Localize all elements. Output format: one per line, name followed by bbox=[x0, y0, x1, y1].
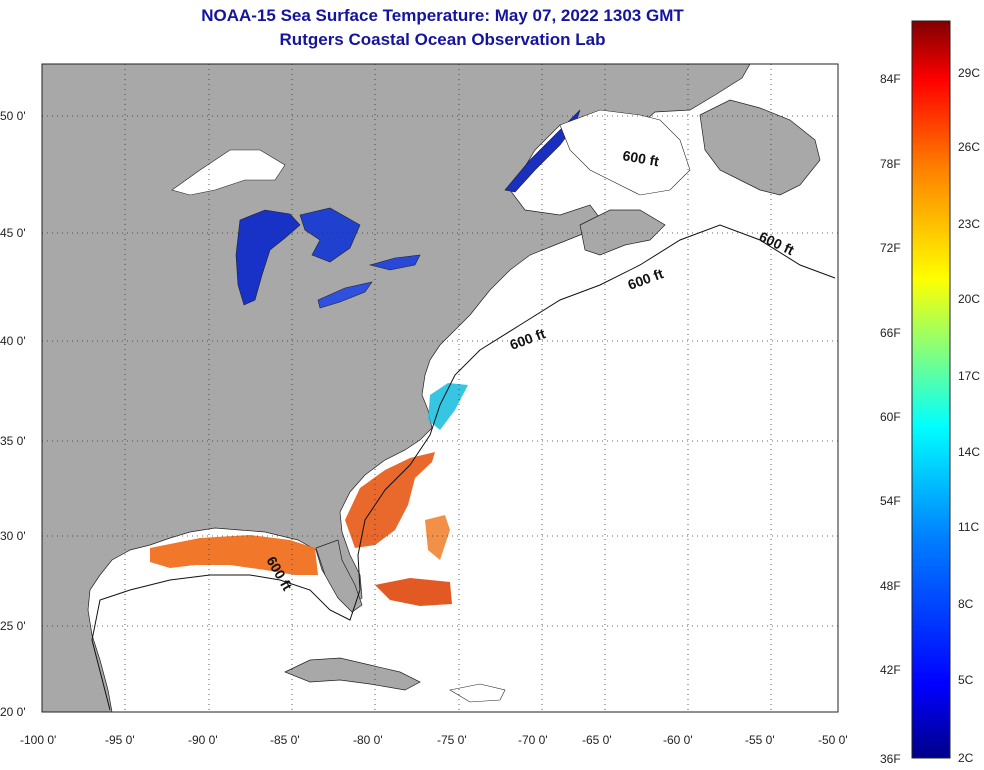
lon-label: -75 0' bbox=[437, 733, 467, 747]
cuba bbox=[284, 657, 421, 691]
celsius-label: 8C bbox=[958, 597, 974, 611]
celsius-label: 2C bbox=[958, 751, 974, 765]
lat-label: 50 0' bbox=[0, 109, 26, 123]
lon-label: -55 0' bbox=[745, 733, 775, 747]
lake-ontario bbox=[368, 254, 421, 271]
celsius-label: 17C bbox=[958, 369, 980, 383]
lake-huron bbox=[299, 207, 361, 263]
florida bbox=[315, 539, 363, 613]
lon-label: -65 0' bbox=[582, 733, 612, 747]
fahrenheit-label: 60F bbox=[880, 410, 901, 424]
gulf-st-lawrence bbox=[559, 109, 691, 196]
fahrenheit-label: 48F bbox=[880, 579, 901, 593]
fahrenheit-label: 78F bbox=[880, 157, 901, 171]
great-lakes bbox=[235, 209, 301, 306]
hispaniola bbox=[449, 683, 506, 703]
colorbar-fahrenheit-labels: 84F 78F 72F 66F 60F 54F 48F 42F 36F bbox=[880, 72, 901, 766]
fahrenheit-label: 66F bbox=[880, 326, 901, 340]
graticule bbox=[42, 64, 838, 712]
contour-600ft bbox=[91, 224, 836, 711]
celsius-label: 26C bbox=[958, 140, 980, 154]
sst-atlantic-coast-swath bbox=[345, 452, 435, 548]
sst-mid-atlantic bbox=[428, 383, 468, 430]
lat-label: 35 0' bbox=[0, 434, 26, 448]
lon-label: -50 0' bbox=[818, 733, 848, 747]
celsius-label: 11C bbox=[958, 520, 979, 534]
celsius-label: 5C bbox=[958, 673, 974, 687]
lon-label: -100 0' bbox=[20, 733, 56, 747]
lat-label: 40 0' bbox=[0, 334, 26, 348]
map-title: NOAA-15 Sea Surface Temperature: May 07,… bbox=[201, 6, 684, 25]
map-subtitle: Rutgers Coastal Ocean Observation Lab bbox=[279, 30, 606, 49]
fahrenheit-label: 54F bbox=[880, 494, 901, 508]
lat-label: 20 0' bbox=[0, 705, 26, 719]
lat-label: 25 0' bbox=[0, 619, 26, 633]
lat-label: 30 0' bbox=[0, 529, 26, 543]
lake-erie bbox=[317, 281, 373, 309]
nova-scotia bbox=[579, 209, 666, 256]
sst-gulf-swath bbox=[150, 535, 318, 575]
celsius-label: 14C bbox=[958, 445, 980, 459]
sst-small-patches bbox=[425, 515, 450, 560]
newfoundland bbox=[699, 99, 821, 196]
sst-bahamas-swath bbox=[375, 578, 452, 606]
colorbar bbox=[911, 20, 951, 759]
map-frame bbox=[41, 63, 839, 713]
colorbar-celsius-labels: 29C 26C 23C 20C 17C 14C 11C 8C 5C 2C bbox=[958, 66, 980, 765]
lon-label: -95 0' bbox=[105, 733, 135, 747]
lon-label: -90 0' bbox=[188, 733, 218, 747]
lat-label: 45 0' bbox=[0, 226, 26, 240]
celsius-label: 23C bbox=[958, 217, 980, 231]
fahrenheit-label: 42F bbox=[880, 663, 901, 677]
celsius-label: 20C bbox=[958, 292, 980, 306]
celsius-label: 29C bbox=[958, 66, 980, 80]
fahrenheit-label: 84F bbox=[880, 72, 901, 86]
fahrenheit-label: 72F bbox=[880, 241, 901, 255]
lon-label: -80 0' bbox=[353, 733, 383, 747]
lake-superior bbox=[171, 149, 286, 196]
lon-label: -85 0' bbox=[270, 733, 300, 747]
lon-label: -70 0' bbox=[518, 733, 548, 747]
longitude-labels: -100 0' -95 0' -90 0' -85 0' -80 0' -75 … bbox=[20, 733, 848, 747]
fahrenheit-label: 36F bbox=[880, 752, 901, 766]
contour-label: 600 ft bbox=[621, 147, 660, 169]
lon-label: -60 0' bbox=[663, 733, 693, 747]
latitude-labels: 50 0' 45 0' 40 0' 35 0' 30 0' 25 0' 20 0… bbox=[0, 109, 26, 719]
